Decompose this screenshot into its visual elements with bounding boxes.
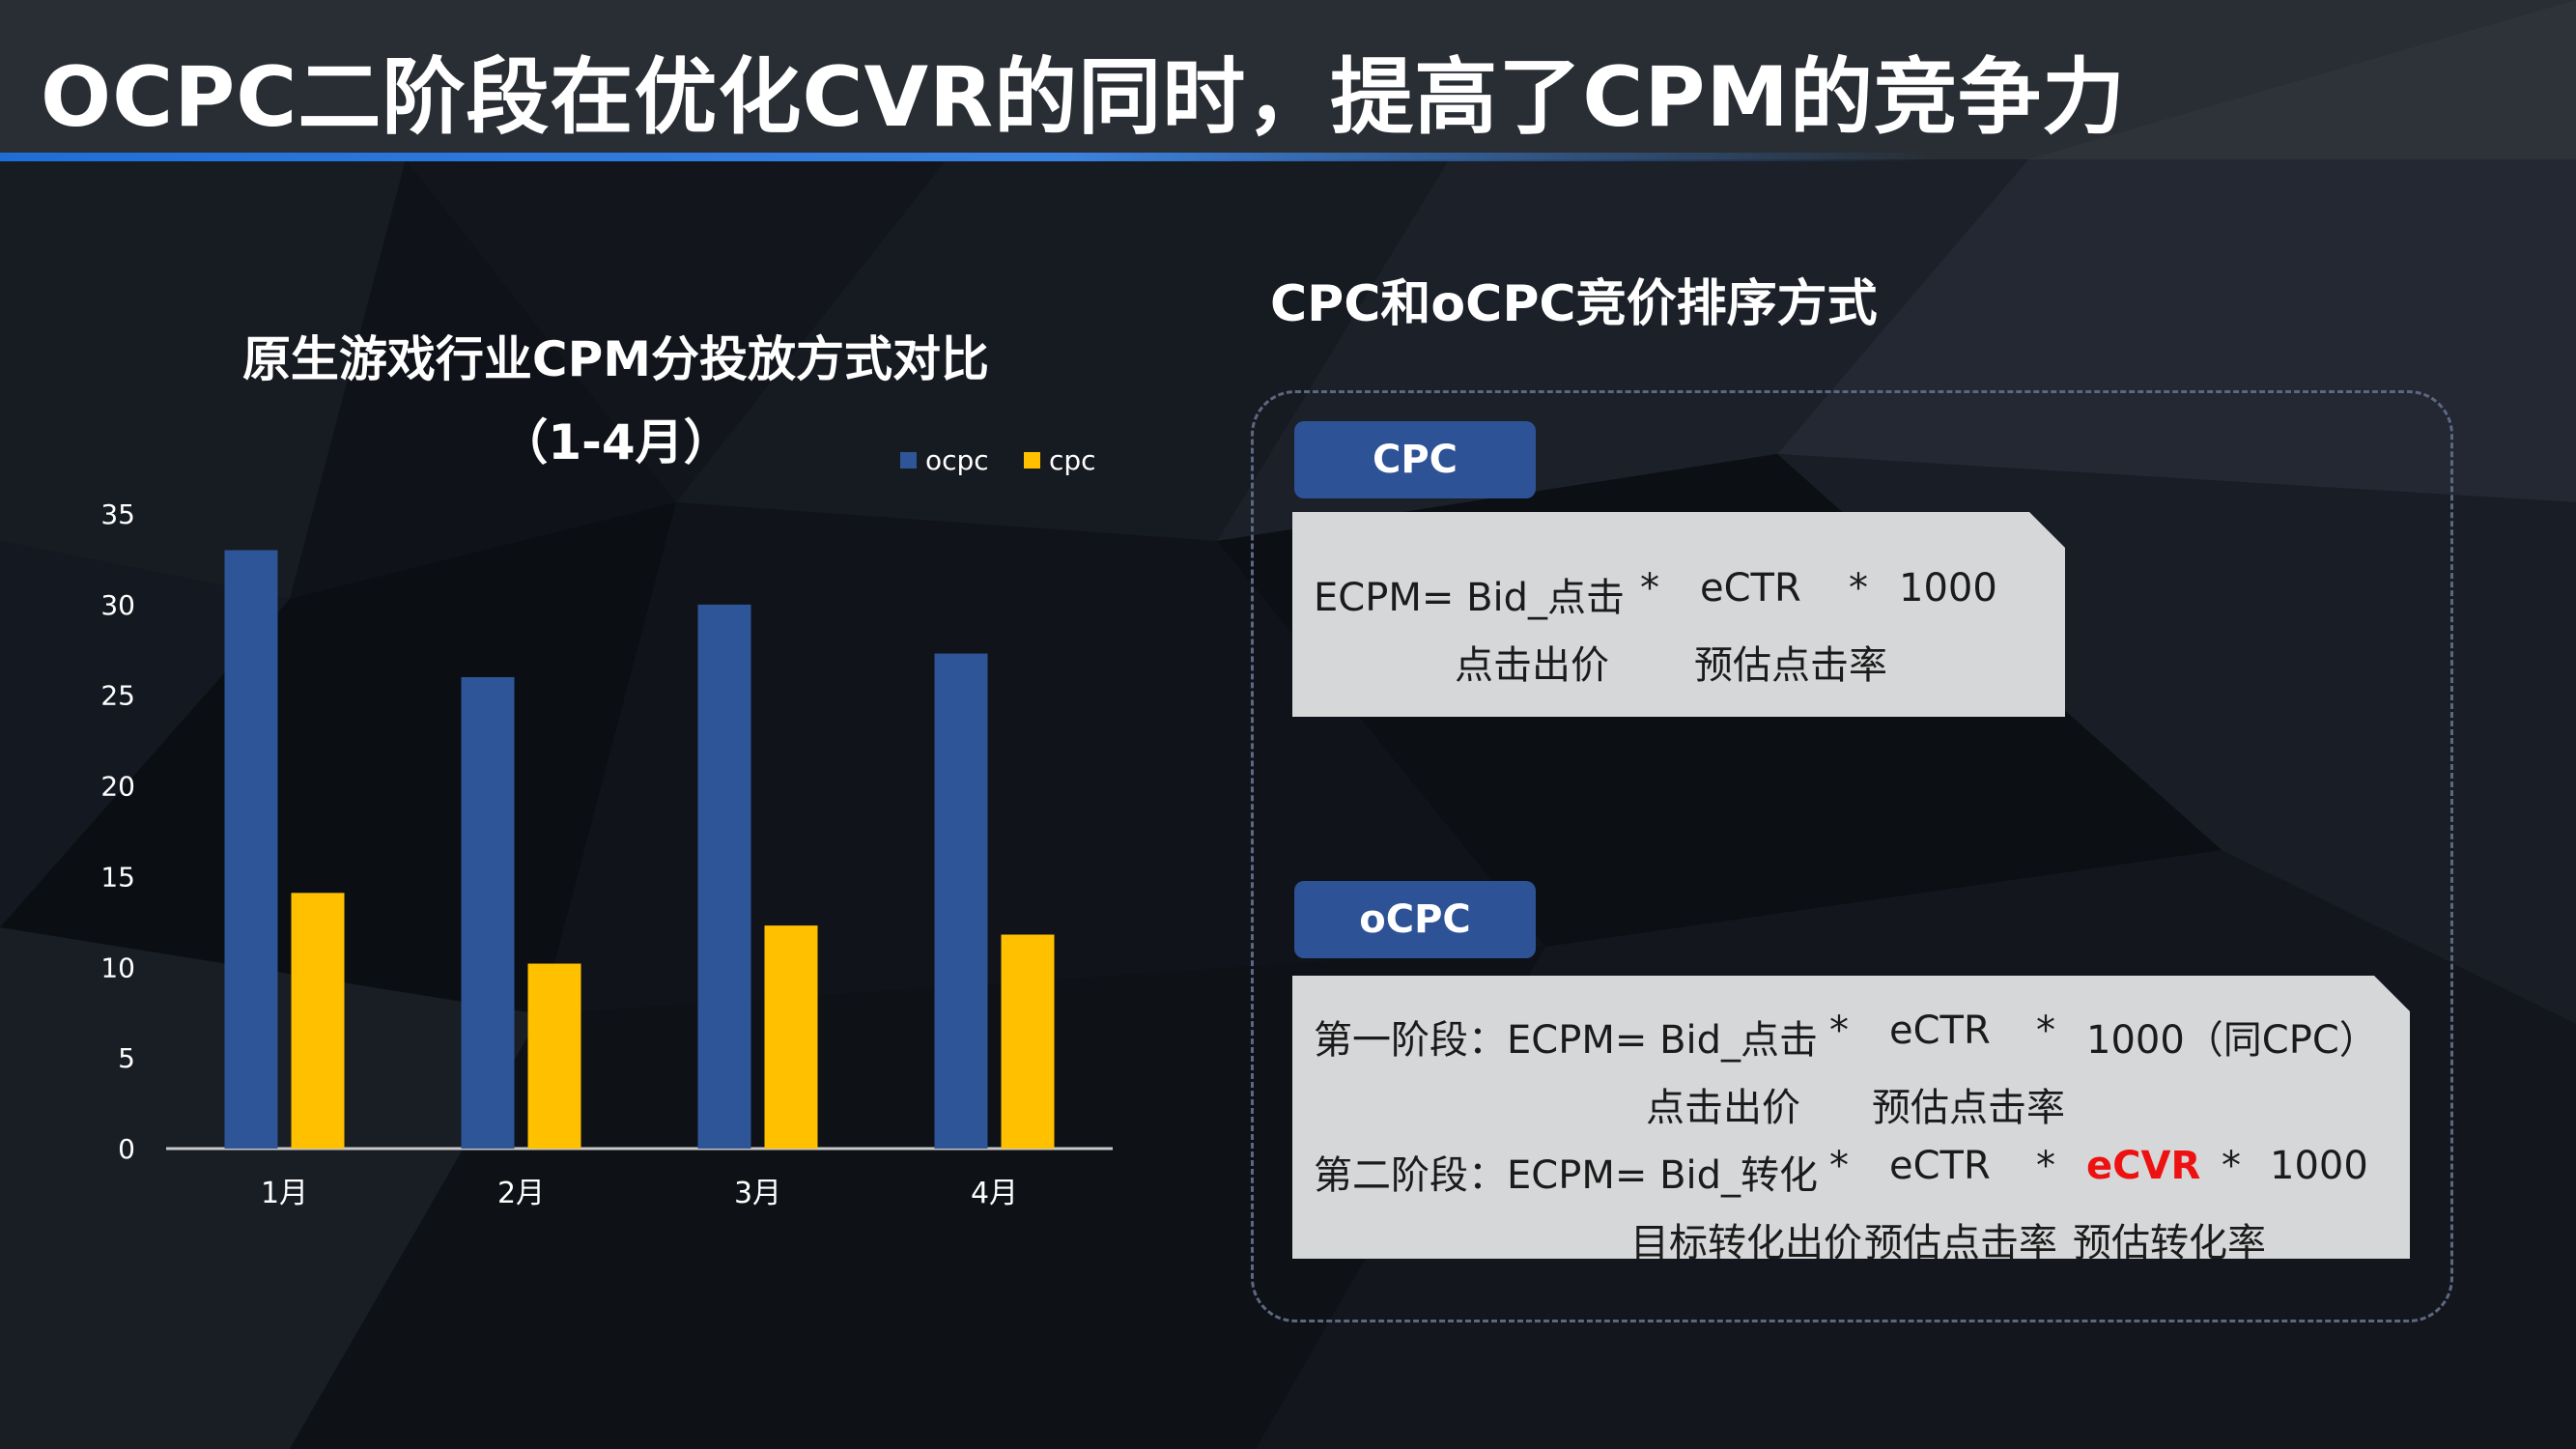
stage1-label-ctr: 预估点击率 <box>1872 1086 2065 1130</box>
stage2-label-target-bid: 目标转化出价 <box>1630 1221 1862 1265</box>
bar-ocpc-1 <box>224 550 278 1149</box>
cpc-formula-box: ECPM= Bid_点击 * eCTR * 1000 点击出价 预估点击率 <box>1292 512 2065 717</box>
y-tick-label: 35 <box>100 498 135 530</box>
x-tick-label: 2月 <box>497 1177 545 1210</box>
stage1-operator: * <box>1829 1009 1849 1053</box>
ocpc-formula-box: 第一阶段：ECPM= Bid_点击 * eCTR * 1000（同CPC） 点击… <box>1292 976 2410 1259</box>
y-tick-label: 15 <box>100 861 135 893</box>
comparison-panel <box>1251 390 2453 1322</box>
chart-subtitle: （1-4月） <box>499 414 732 470</box>
stage1-ectr: eCTR <box>1889 1009 1991 1053</box>
y-tick-label: 10 <box>100 952 135 983</box>
cpc-formula-ectr: eCTR <box>1700 566 1801 611</box>
cpc-formula-operator: * <box>1849 566 1868 611</box>
cpc-formula-constant: 1000 <box>1899 566 1997 611</box>
bar-ocpc-3 <box>697 604 751 1149</box>
stage1-operator: * <box>2036 1009 2055 1053</box>
stage1-formula-lhs: 第一阶段：ECPM= Bid_点击 <box>1314 1018 1819 1063</box>
cpc-formula-operator: * <box>1640 566 1659 611</box>
comparison-heading: CPC和oCPC竞价排序方式 <box>1270 275 1878 333</box>
stage2-ecvr-highlight: eCVR <box>2086 1144 2201 1188</box>
legend-label-ocpc: ocpc <box>925 444 989 476</box>
y-tick-label: 20 <box>100 771 135 803</box>
legend-swatch-cpc <box>1024 452 1040 469</box>
stage1-label-bid: 点击出价 <box>1646 1086 1800 1130</box>
cpc-label-ctr: 预估点击率 <box>1694 643 1887 688</box>
stage2-constant: 1000 <box>2270 1144 2368 1188</box>
cpc-formula-lhs: ECPM= Bid_点击 <box>1314 576 1626 620</box>
bar-cpc-1 <box>291 893 345 1149</box>
bar-ocpc-4 <box>934 653 988 1149</box>
legend-swatch-ocpc <box>900 452 917 469</box>
chart-title: 原生游戏行业CPM分投放方式对比 <box>241 331 990 387</box>
stage2-operator: * <box>2036 1144 2055 1188</box>
x-tick-label: 1月 <box>261 1177 308 1210</box>
stage2-label-cvr: 预估转化率 <box>2073 1221 2266 1265</box>
bar-chart: 0 5 10 15 20 25 30 35 1月 2月 3月 4月 ocpc cpc <box>100 444 1113 1210</box>
bar-cpc-3 <box>764 925 818 1149</box>
x-tick-label: 3月 <box>734 1177 781 1210</box>
ocpc-tag: oCPC <box>1294 881 1536 958</box>
legend-label-cpc: cpc <box>1049 444 1096 476</box>
bar-cpc-4 <box>1001 934 1055 1149</box>
stage2-formula-lhs: 第二阶段：ECPM= Bid_转化 <box>1314 1153 1819 1198</box>
y-tick-label: 5 <box>118 1042 135 1074</box>
y-tick-label: 25 <box>100 680 135 712</box>
stage2-operator: * <box>2222 1144 2241 1188</box>
stage2-ectr: eCTR <box>1889 1144 1991 1188</box>
title-underline <box>0 153 1932 161</box>
title-bar <box>0 0 2576 159</box>
x-tick-label: 4月 <box>971 1177 1018 1210</box>
y-tick-label: 30 <box>100 589 135 621</box>
bar-ocpc-2 <box>461 676 515 1149</box>
cpc-tag: CPC <box>1294 421 1536 498</box>
bar-cpc-2 <box>527 963 581 1149</box>
stage2-operator: * <box>1829 1144 1849 1188</box>
y-tick-label: 0 <box>118 1133 135 1165</box>
page-title: OCPC二阶段在优化CVR的同时，提高了CPM的竞争力 <box>41 49 2126 146</box>
stage2-label-ctr: 预估点击率 <box>1864 1221 2057 1265</box>
stage1-constant: 1000（同CPC） <box>2086 1018 2378 1063</box>
cpc-label-bid: 点击出价 <box>1455 643 1609 688</box>
